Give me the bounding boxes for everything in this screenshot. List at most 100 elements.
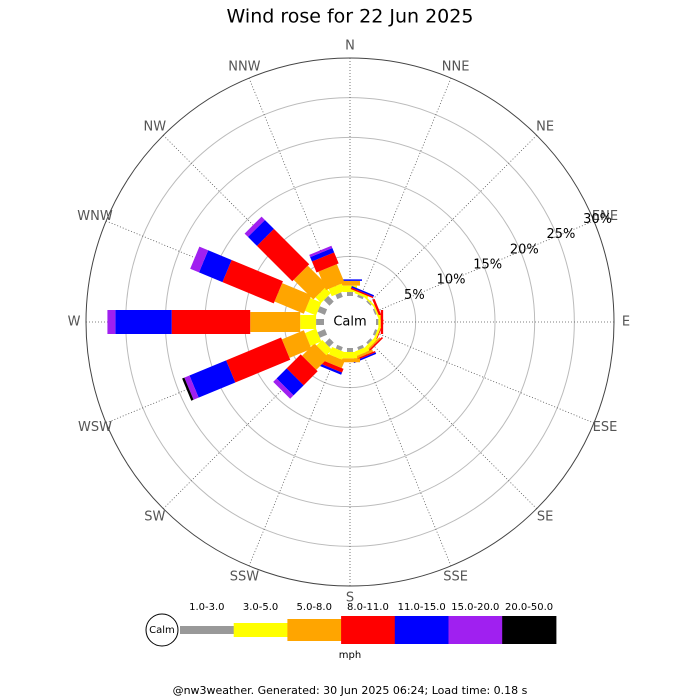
bar-segment (366, 338, 373, 345)
spoke (359, 345, 452, 567)
legend-swatch (287, 619, 342, 641)
direction-label: NNE (442, 60, 470, 75)
direction-label: ESE (593, 420, 618, 435)
bar-segment (357, 294, 364, 300)
r-tick-label: 20% (510, 242, 539, 257)
bar-segment (317, 306, 328, 315)
bar-segment (222, 259, 283, 304)
unit-label: mph (339, 650, 361, 661)
bar-segment (350, 287, 374, 299)
bar-segment (328, 283, 345, 297)
bar-segment (190, 246, 200, 269)
spoke (373, 220, 595, 313)
bar-segment (323, 353, 345, 369)
bar-segment (115, 310, 172, 334)
bar-segment (315, 287, 331, 303)
spoke (359, 77, 452, 299)
direction-label: WSW (78, 420, 112, 435)
direction-label: NNW (228, 60, 260, 75)
legend-calm-label: Calm (149, 625, 175, 636)
bar-segment (107, 310, 116, 334)
legend-swatch (180, 626, 235, 634)
direction-label: SSE (443, 569, 468, 584)
bar-segment (311, 252, 339, 273)
bar-segment (365, 337, 378, 350)
bar-segment (190, 246, 209, 273)
bar-segment (365, 337, 381, 353)
calm-label: Calm (333, 315, 366, 330)
bar-segment (372, 304, 380, 318)
bar-segment (380, 310, 384, 334)
spoke (368, 135, 537, 304)
legend-swatch (341, 616, 396, 644)
calm-circle (328, 300, 372, 344)
bar-segment (316, 319, 324, 325)
chart-title: Wind rose for 22 Jun 2025 (227, 6, 474, 28)
bar-segment (347, 348, 353, 352)
bar-segment (198, 250, 232, 283)
bar-segment (309, 245, 333, 258)
bar-segment (323, 295, 334, 306)
bar-segment (300, 315, 317, 329)
bar-segment (171, 310, 251, 334)
bar-segment (316, 339, 333, 356)
bar-segment (247, 219, 274, 246)
legend-label: 15.0-20.0 (451, 602, 499, 613)
direction-label: NE (536, 119, 554, 134)
legend-swatch (502, 616, 557, 644)
bar-segment (256, 228, 310, 282)
bar-segment (273, 378, 294, 399)
direction-label: E (622, 315, 630, 330)
r-tick-label: 25% (546, 227, 575, 242)
bar-segment (340, 280, 360, 286)
r-tick-label: 15% (473, 257, 502, 272)
legend-calm-circle (145, 613, 179, 647)
bar-segment (276, 368, 304, 396)
bar-segment (244, 216, 265, 237)
bar-segment (302, 343, 329, 370)
legend-label: 3.0-5.0 (243, 602, 278, 613)
footer: @nw3weather. Generated: 30 Jun 2025 06:2… (173, 684, 528, 697)
legend-swatch (394, 616, 449, 644)
bar-segment (347, 292, 353, 296)
bar-segment (340, 358, 360, 363)
bar-segment (317, 329, 328, 338)
direction-label: ENE (592, 209, 618, 224)
direction-label: NW (144, 119, 167, 134)
bar-segment (184, 375, 199, 400)
bar-segment (354, 290, 369, 299)
bar-segment (351, 286, 375, 297)
direction-label: W (68, 315, 81, 330)
bar-segment (304, 297, 322, 316)
spoke (373, 331, 595, 424)
bar-segment (319, 359, 344, 373)
bar-segment (293, 265, 328, 300)
bar-segment (335, 344, 343, 351)
bar-segment (318, 264, 345, 291)
bar-segment (335, 292, 343, 300)
bar-segment (310, 247, 335, 262)
bar-segment (364, 336, 384, 356)
bar-segment (304, 328, 322, 347)
spoke (368, 340, 537, 509)
bar-segment (378, 315, 381, 329)
bar-segment (281, 330, 312, 358)
direction-label: S (346, 591, 354, 606)
bar-segment (354, 346, 370, 357)
bar-segment (182, 377, 194, 401)
bar-segment (250, 312, 301, 332)
bar-segment (353, 349, 374, 360)
direction-label: WNW (77, 209, 113, 224)
direction-label: SE (537, 510, 553, 525)
legend-label: 5.0-8.0 (297, 602, 332, 613)
r-tick-label: 30% (583, 212, 612, 227)
bar-segment (318, 363, 343, 375)
legend-swatch (448, 616, 503, 644)
r-tick-label: 5% (404, 288, 425, 303)
bar-segment (274, 283, 312, 314)
legend-label: 11.0-15.0 (398, 602, 446, 613)
legend-label: 8.0-11.0 (347, 602, 389, 613)
direction-label: SSW (230, 569, 260, 584)
bar-segment (373, 326, 382, 341)
